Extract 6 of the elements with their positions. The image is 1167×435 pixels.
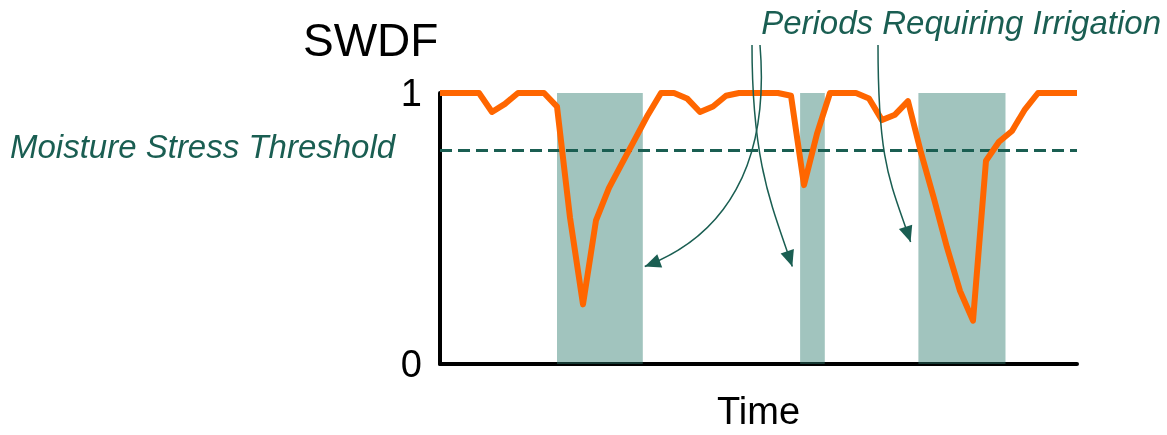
y-tick-label: 1 [400, 72, 422, 114]
ref-line-label: Moisture Stress Threshold [10, 127, 397, 165]
chart-title: SWDF [303, 14, 439, 66]
x-axis-title: Time [716, 390, 801, 432]
y-tick-label: 0 [400, 343, 422, 385]
text: Periods Requiring Irrigation [761, 4, 1162, 41]
